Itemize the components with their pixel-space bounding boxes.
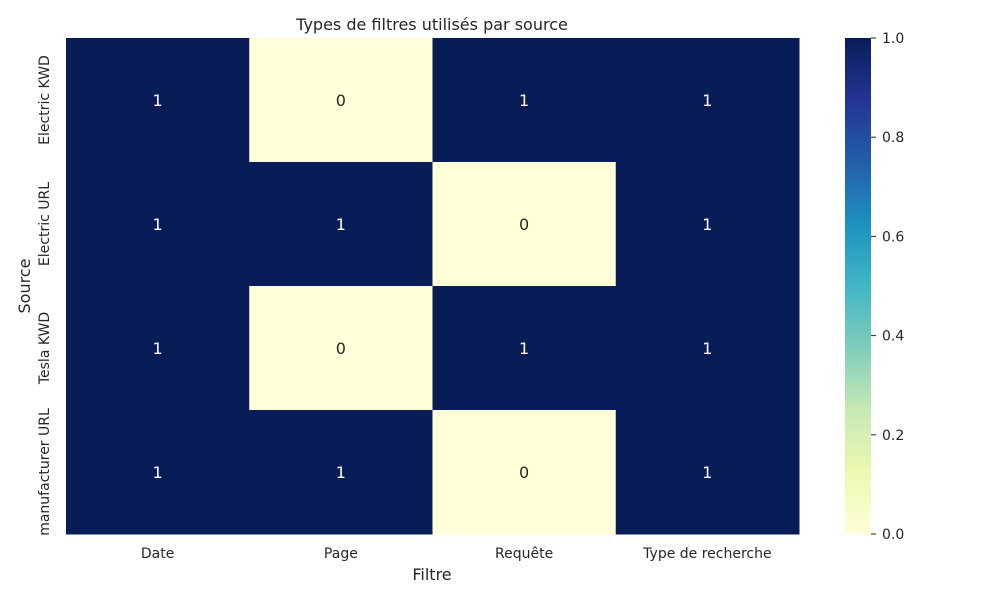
cell-value-label: 1 [702, 91, 712, 110]
y-tick-label: Electric KWD [37, 55, 53, 145]
y-tick-labels: Electric KWD Electric URL Tesla KWD manufac… [37, 55, 53, 536]
heatmap-cell [615, 38, 800, 163]
x-tick-label: Page [324, 546, 358, 562]
cell-value-label: 1 [153, 215, 163, 234]
heatmap-cell [249, 410, 433, 535]
heatmap-cell [432, 38, 617, 163]
heatmap-cell [249, 286, 433, 411]
heatmap-cell [249, 38, 433, 163]
x-tick-label: Type de recherche [642, 546, 771, 562]
heatmap-cell [66, 410, 250, 535]
cell-value-label: 1 [153, 339, 163, 358]
heatmap-cell [615, 162, 800, 287]
heatmap-cell [66, 38, 250, 163]
chart-title: Types de filtres utilisés par source [295, 15, 568, 34]
y-tick-label: Electric URL [37, 182, 53, 266]
colorbar [845, 38, 871, 534]
cell-value-label: 1 [519, 339, 529, 358]
cell-value-label: 1 [153, 463, 163, 482]
colorbar-tick-label: 0.8 [882, 130, 904, 146]
colorbar-ticks: 0.0 0.2 0.4 0.6 0.8 1.0 [871, 31, 904, 543]
heatmap-cell [432, 286, 617, 411]
colorbar-tick-label: 0.4 [882, 329, 904, 345]
heatmap-cell [432, 162, 617, 287]
cell-value-label: 1 [519, 91, 529, 110]
cell-labels: 1 0 1 1 1 1 0 1 1 0 1 1 1 1 0 1 [153, 91, 713, 482]
y-tick-label: Tesla KWD [37, 312, 53, 385]
heatmap-cell [432, 410, 617, 535]
cell-value-label: 1 [702, 215, 712, 234]
cell-value-label: 0 [336, 339, 346, 358]
cell-value-label: 0 [519, 215, 529, 234]
heatmap-cell [66, 162, 250, 287]
y-axis-label: Source [15, 259, 34, 314]
heatmap-cell [615, 410, 800, 535]
cell-value-label: 1 [336, 215, 346, 234]
heatmap-cell [249, 162, 433, 287]
colorbar-tick-label: 0.6 [882, 229, 904, 245]
colorbar-tick-label: 0.0 [882, 527, 904, 543]
colorbar-tick-label: 0.2 [882, 428, 904, 444]
heatmap-cell [66, 286, 250, 411]
heatmap-cell [615, 286, 800, 411]
y-tick-label: manufacturer URL [37, 408, 53, 536]
x-axis-label: Filtre [412, 565, 451, 584]
colorbar-tick-label: 1.0 [882, 31, 904, 47]
cell-value-label: 1 [702, 339, 712, 358]
cell-value-label: 0 [336, 91, 346, 110]
cell-value-label: 1 [153, 91, 163, 110]
heatmap-cells [66, 38, 800, 535]
x-tick-label: Requête [495, 546, 553, 562]
cell-value-label: 1 [336, 463, 346, 482]
x-tick-label: Date [141, 546, 174, 562]
x-tick-labels: Date Page Requête Type de recherche [141, 546, 772, 562]
cell-value-label: 1 [702, 463, 712, 482]
cell-value-label: 0 [519, 463, 529, 482]
